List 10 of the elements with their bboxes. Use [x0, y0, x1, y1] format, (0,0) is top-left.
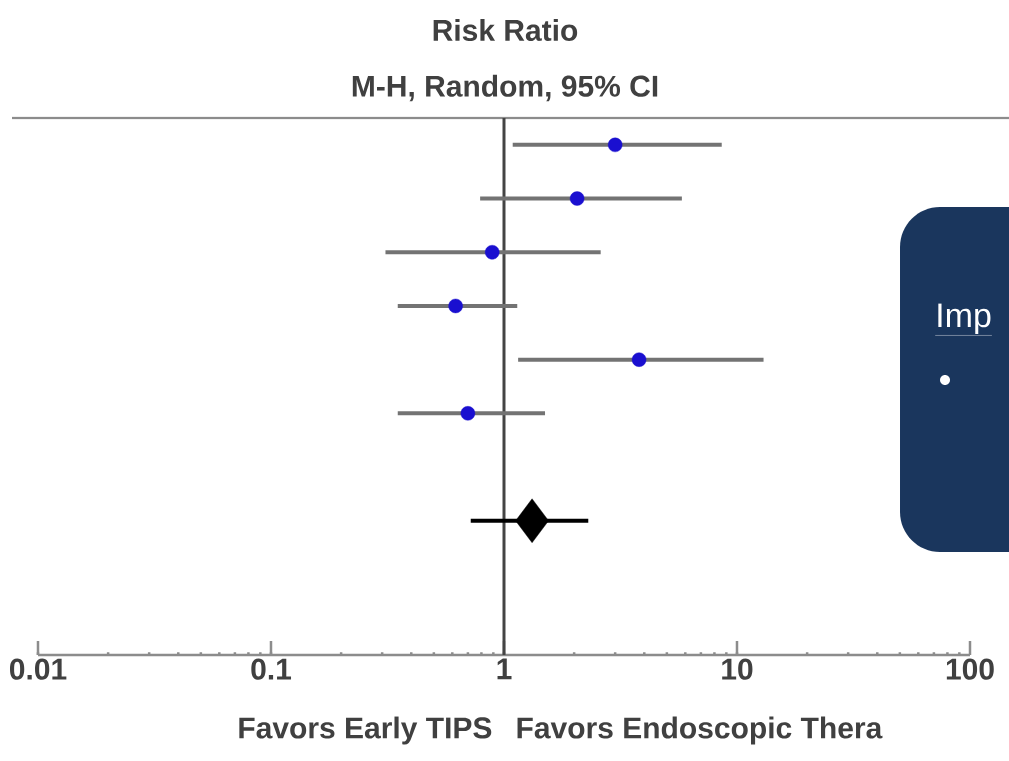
chart-title: Risk Ratio: [433, 18, 578, 42]
x-tick-label: 1: [497, 658, 512, 680]
x-tick-label: 0.1: [251, 658, 292, 680]
annotation: Imp: [938, 303, 991, 335]
x-tick-label: 0.01: [9, 658, 67, 680]
text: Favors Endoscopic Thera: [517, 716, 883, 745]
x-tick-label: 10: [722, 658, 753, 680]
chart-subtitle: M-H, Random, 95% CI: [352, 74, 658, 102]
x-tick-label: 100: [946, 658, 994, 680]
text: Favors Early TIPS: [239, 716, 492, 745]
